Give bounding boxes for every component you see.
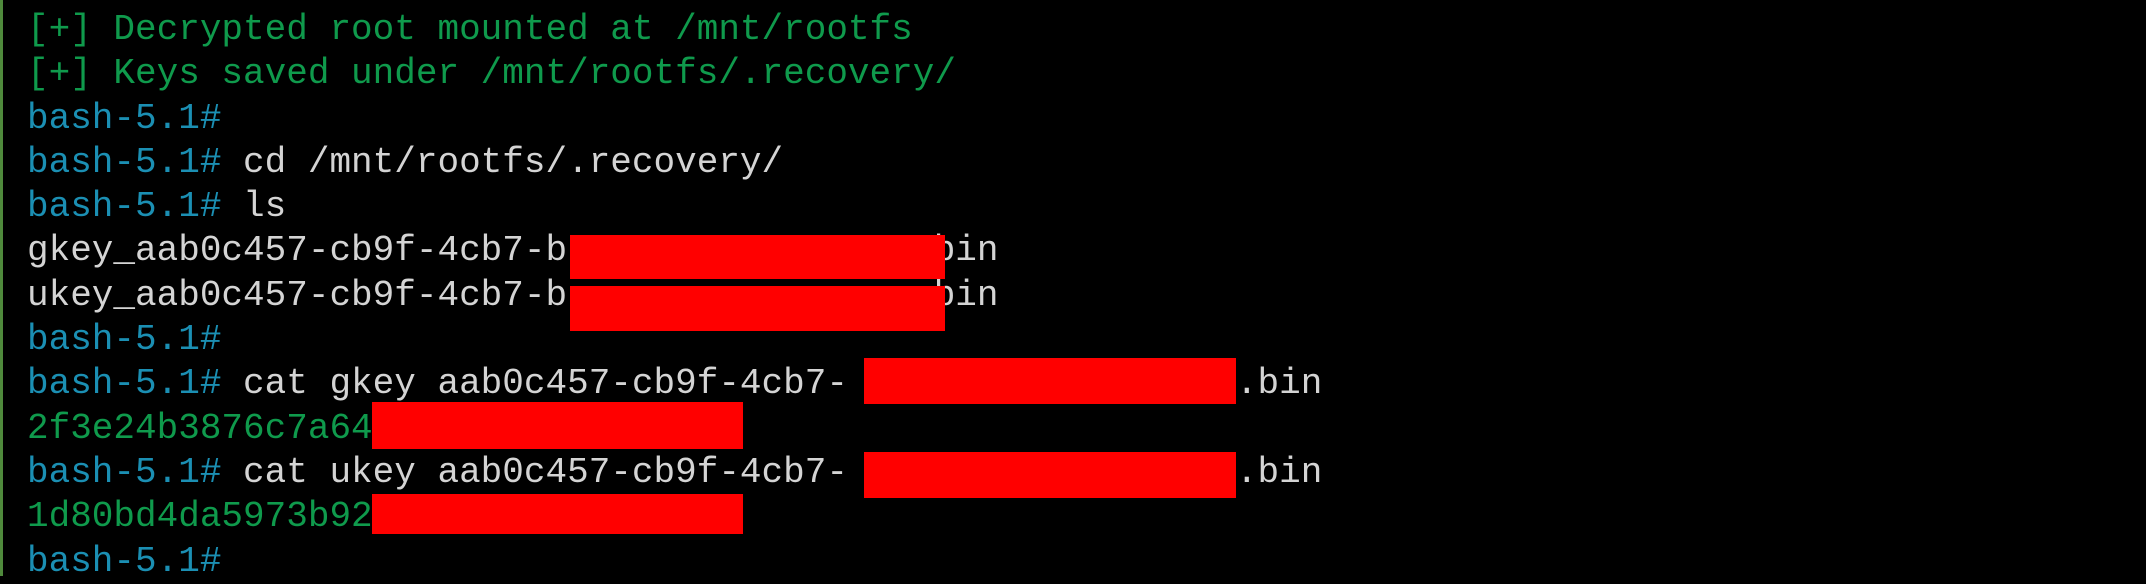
command: cd /mnt/rootfs/.recovery/: [221, 141, 784, 183]
status-line: [+] Keys saved under /mnt/rootfs/.recove…: [27, 53, 956, 95]
prompt: bash-5.1#: [27, 186, 222, 228]
prompt-line: bash-5.1# cat gkey aab0c457-cb9f-4cb7- .b…: [27, 362, 1322, 406]
filename: ukey_aab0c457-cb9f-4cb7-b: [27, 274, 568, 316]
prompt: bash-5.1#: [27, 319, 222, 361]
redaction-box: [372, 402, 743, 449]
prompt-line: bash-5.1#: [27, 318, 1322, 362]
key-hex-output: 1d80bd4da5973b92: [27, 496, 373, 538]
command: cat gkey aab0c457-cb9f-4cb7-: [221, 363, 848, 405]
prompt-line: bash-5.1# cd /mnt/rootfs/.recovery/: [27, 141, 1322, 185]
command: cat ukey aab0c457-cb9f-4cb7-: [221, 451, 848, 493]
status-line: [+] Decrypted root mounted at /mnt/rootf…: [27, 9, 913, 50]
command: ls: [221, 186, 287, 228]
redaction-box: [864, 452, 1236, 498]
prompt-line: bash-5.1#: [27, 97, 1322, 141]
redaction-box: [570, 286, 945, 331]
redaction-box: [372, 494, 743, 534]
redaction-box: [864, 358, 1236, 404]
terminal-output[interactable]: [+] Decrypted root mounted at /mnt/rootf…: [27, 8, 1322, 584]
file-listing: ukey_aab0c457-cb9f-4cb7-b .bin: [27, 274, 1322, 318]
prompt: bash-5.1#: [27, 363, 222, 405]
prompt: bash-5.1#: [27, 451, 222, 493]
file-listing: gkey_aab0c457-cb9f-4cb7-b .bin: [27, 229, 1322, 273]
prompt: bash-5.1#: [27, 97, 222, 139]
window-border: [0, 0, 3, 576]
prompt: bash-5.1#: [27, 540, 222, 582]
redaction-box: [570, 235, 945, 279]
prompt-line: bash-5.1#: [27, 540, 1322, 584]
filename: gkey_aab0c457-cb9f-4cb7-b: [27, 230, 568, 272]
prompt: bash-5.1#: [27, 141, 222, 183]
prompt-line: bash-5.1# ls: [27, 185, 1322, 229]
file-extension: .bin: [1235, 451, 1323, 493]
prompt-line: bash-5.1# cat ukey aab0c457-cb9f-4cb7- .b…: [27, 451, 1322, 495]
key-hex-output: 2f3e24b3876c7a64: [27, 407, 373, 449]
file-extension: .bin: [1235, 363, 1323, 405]
